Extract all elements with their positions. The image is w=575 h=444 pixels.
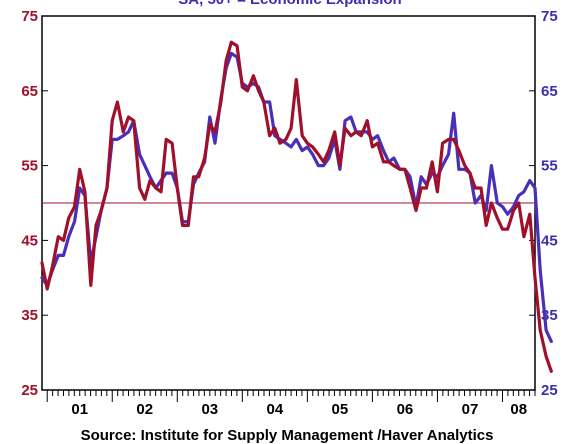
y-tick-label-left: 55: [21, 158, 38, 175]
y-tick-label-left: 35: [21, 307, 38, 324]
y-axis-left: 25 35 45 55 65 75: [21, 8, 48, 399]
y-tick-label-right: 55: [541, 158, 558, 175]
x-tick-label: 03: [201, 401, 218, 418]
series-line-red: [40, 40, 553, 373]
x-tick-label: 05: [332, 401, 349, 418]
x-tick-label: 07: [462, 401, 479, 418]
series-layer: [40, 40, 553, 373]
y-tick-label-right: 25: [541, 382, 558, 399]
x-tick-label: 02: [136, 401, 153, 418]
y-tick-label-right: 75: [541, 8, 558, 25]
y-tick-label-left: 75: [21, 8, 38, 25]
x-axis: 01 02 03 04 05 06 07 08: [46, 390, 536, 418]
x-tick-label: 08: [510, 401, 527, 418]
y-tick-label-left: 45: [21, 232, 38, 249]
x-tick-label: 06: [397, 401, 414, 418]
y-tick-label-left: 65: [21, 83, 38, 100]
source-note: Source: Institute for Supply Management …: [81, 427, 494, 444]
y-tick-label-left: 25: [21, 382, 38, 399]
y-tick-label-right: 65: [541, 83, 558, 100]
x-tick-label: 04: [266, 401, 283, 418]
y-tick-label-right: 45: [541, 232, 558, 249]
x-tick-label: 01: [71, 401, 88, 418]
chart-title: SA, 50+ = Economic Expansion: [178, 0, 401, 8]
